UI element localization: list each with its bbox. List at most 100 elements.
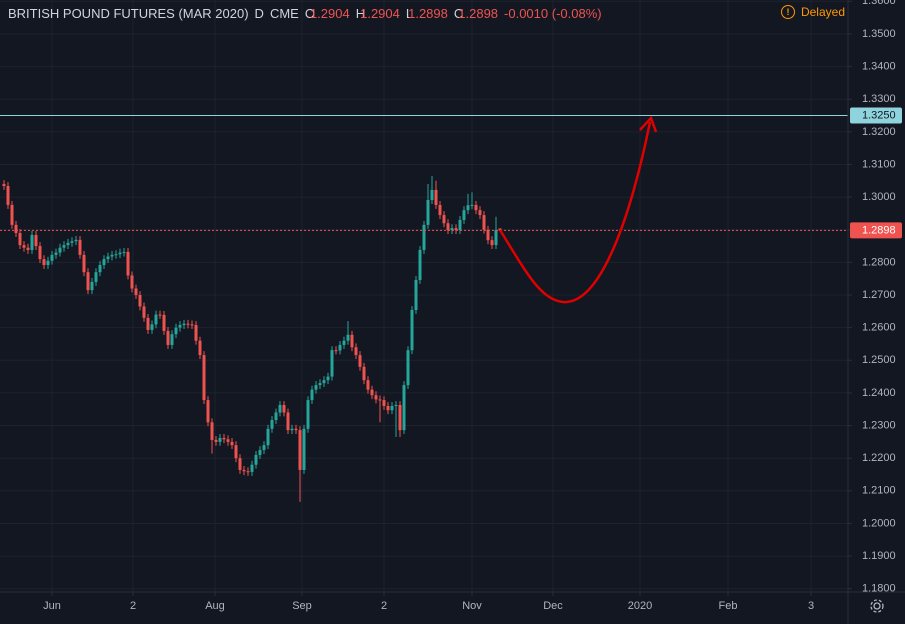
- grid: [0, 0, 848, 592]
- candle-body: [174, 327, 178, 335]
- candle-body: [350, 334, 354, 348]
- candle-body: [34, 234, 38, 247]
- x-tick-label: 2: [130, 600, 136, 612]
- x-tick-label: 3: [808, 600, 814, 612]
- candle-body: [310, 389, 314, 401]
- candle-body: [382, 400, 386, 406]
- candle-body: [362, 366, 366, 381]
- candle-body: [242, 469, 246, 472]
- drawn-arrowhead: [639, 115, 658, 133]
- candle-body: [334, 350, 338, 352]
- candle-body: [290, 428, 294, 431]
- exchange: CME: [269, 6, 299, 21]
- candle-body: [314, 385, 318, 390]
- ohlc-value: 1.2904: [309, 6, 350, 21]
- candle-body: [102, 259, 106, 265]
- candle-body: [150, 324, 154, 330]
- candle-body: [130, 275, 134, 289]
- candle-body: [10, 204, 14, 225]
- candle-body: [210, 422, 214, 440]
- status-text: Delayed: [800, 5, 845, 19]
- y-tick-label: 1.2200: [862, 452, 896, 464]
- candle-body: [198, 340, 202, 356]
- candle-body: [330, 350, 334, 377]
- ohlc: O1.2904 H1.2904 L1.2898 C1.2898: [305, 6, 498, 21]
- candle-body: [42, 259, 46, 265]
- candle-body: [138, 295, 142, 307]
- x-tick-label: Sep: [292, 600, 312, 612]
- candle-body: [346, 334, 350, 341]
- candle-body: [78, 239, 82, 255]
- candle-body: [470, 204, 474, 206]
- x-tick-label: Nov: [462, 600, 482, 612]
- candle-body: [142, 306, 146, 318]
- candle-body: [474, 204, 478, 211]
- candle-body: [494, 230, 498, 246]
- ohlc-key: H: [355, 6, 366, 21]
- candle-body: [450, 228, 454, 231]
- candle-body: [462, 210, 466, 220]
- candle-body: [14, 224, 18, 234]
- candle-body: [386, 405, 390, 411]
- candle-body: [486, 229, 490, 241]
- candle-body: [206, 400, 210, 423]
- candle-body: [110, 254, 114, 257]
- candle-body: [338, 344, 342, 351]
- candle-body: [98, 264, 102, 273]
- candle-body: [186, 323, 190, 325]
- price-label: 1.3250: [862, 109, 896, 121]
- candle-body: [434, 189, 438, 205]
- candle-body: [214, 439, 218, 442]
- plot: [0, 115, 848, 502]
- candle-body: [90, 281, 94, 291]
- y-tick-label: 1.2800: [862, 256, 896, 268]
- candle-body: [6, 186, 10, 205]
- y-tick-label: 1.2300: [862, 419, 896, 431]
- y-tick-label: 1.2700: [862, 289, 896, 301]
- candle-body: [402, 385, 406, 431]
- candle-body: [50, 254, 54, 261]
- symbol: BRITISH POUND FUTURES (MAR 2020): [8, 6, 249, 21]
- candle-body: [442, 215, 446, 224]
- candle-body: [238, 458, 242, 470]
- y-tick-label: 1.3600: [862, 0, 896, 7]
- interval: D: [254, 6, 264, 21]
- candle-body: [322, 380, 326, 384]
- candle-body: [162, 314, 166, 331]
- candle-body: [410, 310, 414, 351]
- candle-body: [490, 240, 494, 246]
- price-label-box: [850, 107, 902, 124]
- candle-body: [426, 200, 430, 225]
- candle-body: [182, 323, 186, 326]
- status-icon: !: [780, 5, 795, 19]
- candle-body: [294, 428, 298, 431]
- ohlc-item: C1.2898: [454, 6, 498, 21]
- candle-body: [482, 215, 486, 230]
- candle-body: [126, 251, 130, 276]
- candle-body: [414, 280, 418, 311]
- candle-body: [94, 272, 98, 282]
- candle-body: [278, 405, 282, 413]
- ohlc-value: 1.2898: [408, 6, 448, 21]
- y-tick-label: 1.2600: [862, 322, 896, 334]
- settings-icon[interactable]: [870, 599, 884, 613]
- candle-body: [30, 234, 34, 250]
- candle-body: [418, 249, 422, 281]
- candle-body: [298, 430, 302, 470]
- candle-body: [190, 324, 194, 326]
- candle-body: [454, 228, 458, 231]
- candle-body: [58, 247, 62, 253]
- x-tick-label: Dec: [543, 600, 563, 612]
- y-tick-label: 1.3000: [862, 191, 896, 203]
- candle-body: [46, 260, 50, 265]
- status-badge[interactable]: ! Delayed: [780, 5, 845, 19]
- candle-body: [250, 464, 254, 472]
- candle-body: [18, 233, 22, 246]
- candle-body: [302, 428, 306, 470]
- candle-body: [274, 412, 278, 421]
- candle-body: [246, 471, 250, 473]
- candle-body: [22, 245, 26, 248]
- candle-body: [446, 223, 450, 231]
- candle-body: [394, 405, 398, 407]
